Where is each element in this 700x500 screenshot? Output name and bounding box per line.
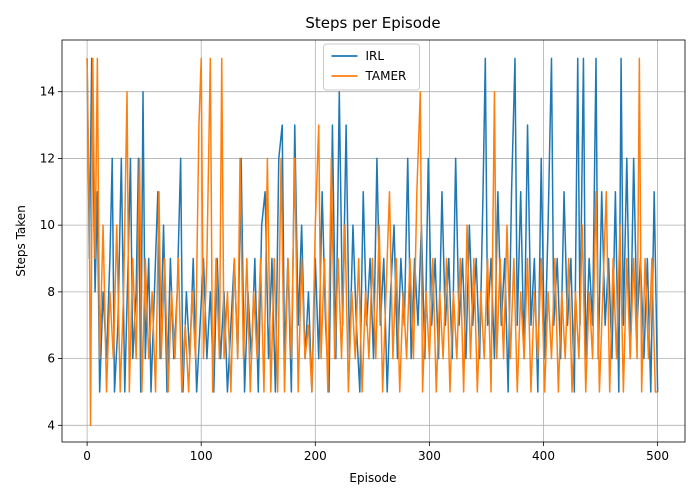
y-axis-label: Steps Taken xyxy=(14,205,28,277)
y-tick-label: 10 xyxy=(40,218,55,232)
chart-title: Steps per Episode xyxy=(305,14,440,32)
x-tick-label: 100 xyxy=(190,449,213,463)
x-tick-label: 200 xyxy=(304,449,327,463)
series-line-irl xyxy=(86,57,659,393)
y-tick-label: 8 xyxy=(47,285,55,299)
legend-label-tamer: TAMER xyxy=(365,69,407,83)
series-lines xyxy=(86,57,659,427)
y-tick-label: 14 xyxy=(40,85,55,99)
x-tick-label: 500 xyxy=(646,449,669,463)
x-tick-label: 400 xyxy=(532,449,555,463)
series-line-tamer xyxy=(86,57,658,427)
x-tick-label: 0 xyxy=(83,449,91,463)
x-tick-label: 300 xyxy=(418,449,441,463)
y-tick-label: 12 xyxy=(40,151,55,165)
legend-label-irl: IRL xyxy=(366,49,385,63)
y-ticks: 4 6 8 10 12 14 xyxy=(40,85,62,432)
legend: IRL TAMER xyxy=(323,43,420,91)
y-tick-label: 4 xyxy=(47,418,55,432)
plot-frame xyxy=(61,39,686,443)
y-tick-label: 6 xyxy=(47,352,55,366)
x-axis-label: Episode xyxy=(349,471,396,485)
axes xyxy=(61,39,686,443)
x-ticks: 0 100 200 300 400 500 xyxy=(83,442,669,463)
